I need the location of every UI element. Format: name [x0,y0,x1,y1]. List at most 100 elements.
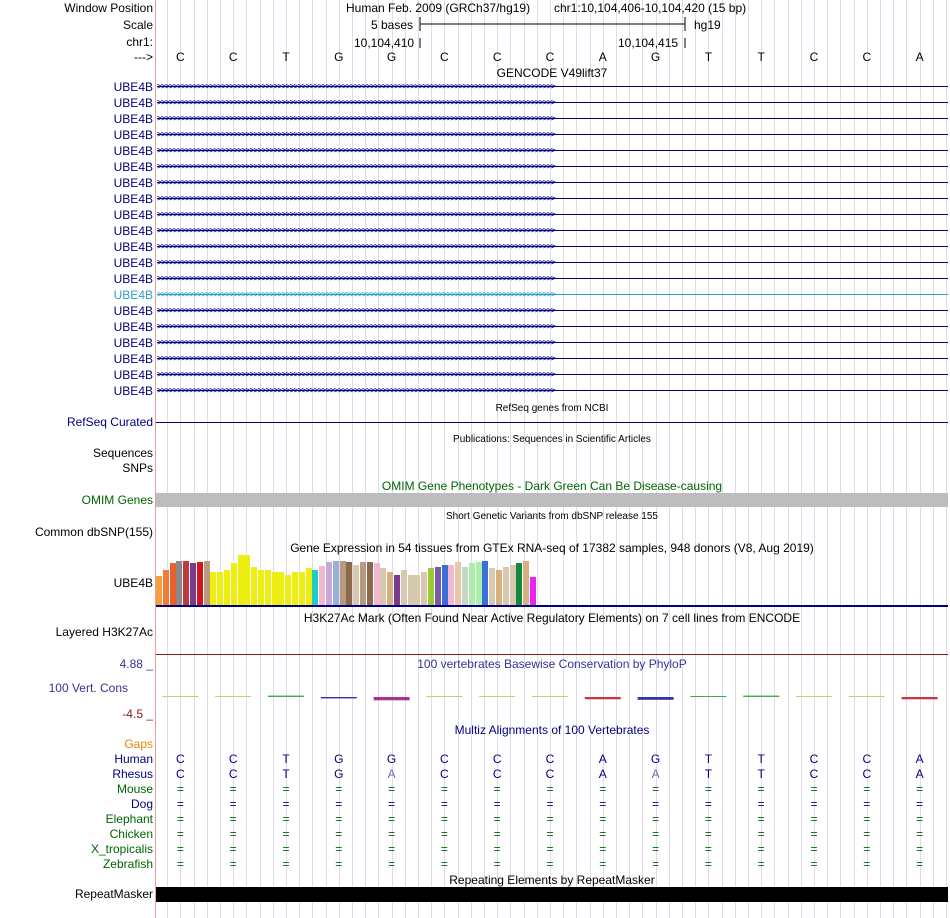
phylop-conservation-plot[interactable] [156,670,948,720]
gtex-tissue-bar[interactable] [509,565,516,605]
gtex-tissue-bar[interactable] [190,563,196,605]
gtex-tissue-bar[interactable] [292,572,298,605]
phylop-score-bar[interactable] [743,695,780,697]
gencode-transcript-line[interactable] [157,246,948,247]
gencode-transcript-label[interactable]: UBE4B [113,144,153,158]
phylop-score-bar[interactable] [268,695,304,697]
gencode-transcript-label[interactable]: UBE4B [113,368,153,382]
phylop-score-bar[interactable] [320,697,357,699]
gtex-tissue-bar[interactable] [156,576,162,605]
repeatmasker-bar[interactable] [156,887,948,902]
refseq-track-label[interactable]: RefSeq Curated [66,415,153,429]
omim-track-label[interactable]: OMIM Genes [81,493,153,507]
phylop-score-bar[interactable] [532,696,568,697]
phylop-track-label[interactable]: 100 Vert. Cons [48,681,128,695]
multiz-species-label[interactable]: Zebrafish [102,857,153,871]
gencode-transcript-label[interactable]: UBE4B [113,176,153,190]
gencode-transcript-line[interactable] [157,342,948,343]
gtex-tissue-bar[interactable] [319,566,326,605]
gtex-tissue-bar[interactable] [502,567,509,605]
gtex-tissue-bar[interactable] [360,562,366,605]
gtex-tissue-bar[interactable] [244,555,251,605]
gtex-tissue-bar[interactable] [434,567,441,605]
gencode-transcript-line[interactable] [157,198,948,199]
multiz-species-label[interactable]: Elephant [105,812,153,826]
gtex-tissue-bar[interactable] [387,572,394,605]
gtex-tissue-bar[interactable] [264,570,271,605]
gtex-tissue-bar[interactable] [380,568,387,605]
dbsnp-track-label[interactable]: Common dbSNP(155) [34,525,153,539]
gtex-tissue-bar[interactable] [271,572,278,605]
phylop-score-bar[interactable] [901,697,938,700]
gencode-transcript-label[interactable]: UBE4B [113,224,153,238]
gencode-transcript-label[interactable]: UBE4B [113,288,153,302]
refseq-track-line[interactable] [156,422,948,423]
multiz-species-label[interactable]: Dog [130,797,153,811]
phylop-score-bar[interactable] [373,697,410,701]
gencode-transcript-line[interactable] [157,294,948,295]
gtex-tissue-bar[interactable] [530,577,536,605]
gencode-transcript-label[interactable]: UBE4B [113,192,153,206]
gencode-transcript-line[interactable] [157,230,948,231]
multiz-species-label[interactable]: Chicken [109,827,153,841]
gtex-tissue-bar[interactable] [176,561,183,605]
gencode-transcript-line[interactable] [157,150,948,151]
gtex-tissue-bar[interactable] [448,565,455,605]
gtex-tissue-bar[interactable] [373,563,380,605]
gencode-transcript-line[interactable] [157,326,948,327]
gtex-tissue-bar[interactable] [366,562,373,605]
gtex-tissue-bar[interactable] [353,565,360,605]
gencode-transcript-label[interactable]: UBE4B [113,272,153,286]
gencode-transcript-line[interactable] [157,214,948,215]
publications-snps-label[interactable]: SNPs [122,461,153,475]
gencode-transcript-line[interactable] [157,358,948,359]
gtex-tissue-bar[interactable] [441,565,448,605]
gtex-tissue-bar[interactable] [516,563,523,605]
gtex-tissue-bar[interactable] [203,561,210,605]
gencode-transcript-line[interactable] [157,86,948,87]
gtex-tissue-bar[interactable] [339,561,346,605]
gencode-transcript-label[interactable]: UBE4B [113,352,153,366]
gtex-tissue-bar[interactable] [414,575,421,605]
phylop-score-bar[interactable] [848,696,885,697]
gtex-tissue-bar[interactable] [489,568,496,605]
gencode-transcript-label[interactable]: UBE4B [113,384,153,398]
phylop-score-bar[interactable] [479,696,516,697]
gtex-tissue-bar[interactable] [237,555,244,605]
gtex-tissue-bar[interactable] [400,570,407,605]
gtex-tissue-bar[interactable] [407,575,414,605]
gtex-tissue-bar[interactable] [285,575,292,605]
gtex-track-label[interactable]: UBE4B [113,576,153,590]
gtex-tissue-bar[interactable] [326,562,332,605]
gtex-tissue-bar[interactable] [312,570,319,605]
gtex-tissue-bar[interactable] [455,562,462,605]
gtex-tissue-bar[interactable] [217,572,224,605]
gtex-tissue-bar[interactable] [523,561,530,605]
phylop-score-bar[interactable] [215,696,252,697]
gencode-transcript-line[interactable] [157,118,948,119]
gtex-tissue-bar[interactable] [305,568,312,605]
gencode-transcript-line[interactable] [157,262,948,263]
gencode-transcript-line[interactable] [157,310,948,311]
gencode-transcript-label[interactable]: UBE4B [113,128,153,142]
gtex-tissue-bar[interactable] [162,570,169,605]
phylop-score-bar[interactable] [584,697,621,700]
multiz-gaps-label[interactable]: Gaps [124,737,153,751]
multiz-species-label[interactable]: Mouse [116,782,153,796]
gencode-transcript-label[interactable]: UBE4B [113,80,153,94]
gencode-transcript-line[interactable] [157,182,948,183]
repeatmasker-track-label[interactable]: RepeatMasker [74,887,153,901]
multiz-species-label[interactable]: Rhesus [112,767,153,781]
gtex-tissue-bar[interactable] [475,562,482,605]
gencode-transcript-label[interactable]: UBE4B [113,96,153,110]
gtex-tissue-bar[interactable] [230,563,237,605]
gtex-tissue-bar[interactable] [258,570,264,605]
gencode-transcript-line[interactable] [157,390,948,391]
phylop-score-bar[interactable] [162,696,199,697]
gtex-tissue-bar[interactable] [468,563,475,605]
gencode-transcript-line[interactable] [157,374,948,375]
gtex-tissue-bar[interactable] [428,568,434,605]
gencode-transcript-label[interactable]: UBE4B [113,240,153,254]
gencode-transcript-label[interactable]: UBE4B [113,112,153,126]
